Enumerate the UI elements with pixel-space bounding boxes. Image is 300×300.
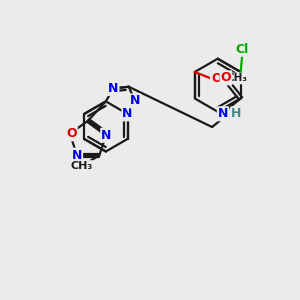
Text: O: O	[211, 72, 222, 85]
Text: N: N	[72, 149, 82, 162]
Text: N: N	[122, 107, 133, 120]
Text: H: H	[231, 107, 242, 120]
Text: CH₃: CH₃	[227, 74, 248, 83]
Text: N: N	[101, 129, 112, 142]
Text: Cl: Cl	[236, 43, 249, 56]
Text: N: N	[130, 94, 140, 107]
Text: CH₃: CH₃	[70, 161, 93, 171]
Text: O: O	[220, 71, 231, 84]
Text: N: N	[108, 82, 119, 95]
Text: O: O	[66, 127, 77, 140]
Text: N: N	[218, 107, 228, 120]
